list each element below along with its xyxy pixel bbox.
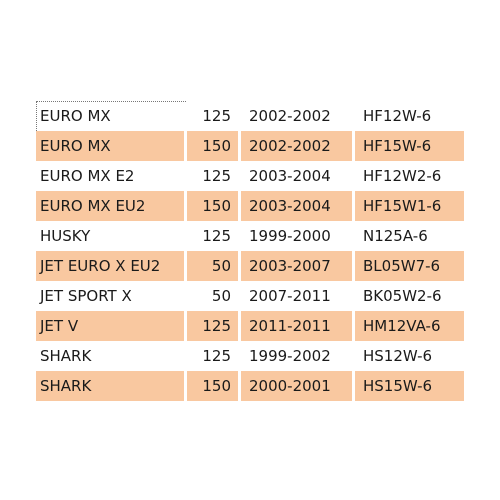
years-cell: 2003-2007 (241, 251, 355, 281)
table-row: EURO MX EU2 150 2003-2004 HF15W1-6 (36, 191, 464, 221)
part-code-cell: HM12VA-6 (355, 311, 464, 341)
years-cell: 1999-2002 (241, 341, 355, 371)
table-row: EURO MX 125 2002-2002 HF12W-6 (36, 101, 464, 131)
displacement-cell: 50 (187, 251, 241, 281)
displacement-cell: 125 (187, 101, 241, 131)
displacement-cell: 150 (187, 191, 241, 221)
displacement-cell: 150 (187, 371, 241, 401)
years-cell: 2002-2002 (241, 101, 355, 131)
part-code-cell: HS15W-6 (355, 371, 464, 401)
table-row: HUSKY 125 1999-2000 N125A-6 (36, 221, 464, 251)
table-row: JET SPORT X 50 2007-2011 BK05W2-6 (36, 281, 464, 311)
years-cell: 2007-2011 (241, 281, 355, 311)
table-row: SHARK 150 2000-2001 HS15W-6 (36, 371, 464, 401)
model-cell: EURO MX E2 (36, 161, 187, 191)
years-cell: 2000-2001 (241, 371, 355, 401)
table-row: EURO MX E2 125 2003-2004 HF12W2-6 (36, 161, 464, 191)
model-cell: JET EURO X EU2 (36, 251, 187, 281)
displacement-cell: 125 (187, 341, 241, 371)
model-cell: SHARK (36, 371, 187, 401)
displacement-cell: 50 (187, 281, 241, 311)
displacement-cell: 125 (187, 161, 241, 191)
displacement-cell: 125 (187, 221, 241, 251)
part-code-cell: HF12W-6 (363, 107, 432, 125)
model-compatibility-table: EURO MX 125 2002-2002 HF12W-6 EURO MX 15… (36, 101, 464, 401)
part-code-cell: HS12W-6 (363, 347, 433, 365)
part-code-cell: BL05W7-6 (355, 251, 464, 281)
part-code-cell: HF15W1-6 (355, 191, 464, 221)
model-cell: EURO MX (36, 101, 187, 131)
model-cell: HUSKY (36, 221, 187, 251)
years-cell: 2011-2011 (241, 311, 355, 341)
table-row: JET EURO X EU2 50 2003-2007 BL05W7-6 (36, 251, 464, 281)
table-row: JET V 125 2011-2011 HM12VA-6 (36, 311, 464, 341)
years-cell: 2003-2004 (241, 191, 355, 221)
table-body: EURO MX 125 2002-2002 HF12W-6 EURO MX 15… (36, 101, 464, 401)
model-cell: EURO MX EU2 (36, 191, 187, 221)
part-code-cell: N125A-6 (363, 227, 428, 245)
displacement-cell: 125 (187, 311, 241, 341)
part-code-cell: BK05W2-6 (363, 287, 442, 305)
part-code-cell: HF12W2-6 (363, 167, 442, 185)
model-cell: EURO MX (36, 131, 187, 161)
part-code-cell: HF15W-6 (355, 131, 464, 161)
table-row: SHARK 125 1999-2002 HS12W-6 (36, 341, 464, 371)
model-cell: SHARK (36, 341, 187, 371)
table-row: EURO MX 150 2002-2002 HF15W-6 (36, 131, 464, 161)
displacement-cell: 150 (187, 131, 241, 161)
model-cell: JET V (36, 311, 187, 341)
years-cell: 1999-2000 (241, 221, 355, 251)
compatibility-table: EURO MX 125 2002-2002 HF12W-6 EURO MX 15… (36, 101, 464, 401)
years-cell: 2002-2002 (241, 131, 355, 161)
model-cell: JET SPORT X (36, 281, 187, 311)
years-cell: 2003-2004 (241, 161, 355, 191)
